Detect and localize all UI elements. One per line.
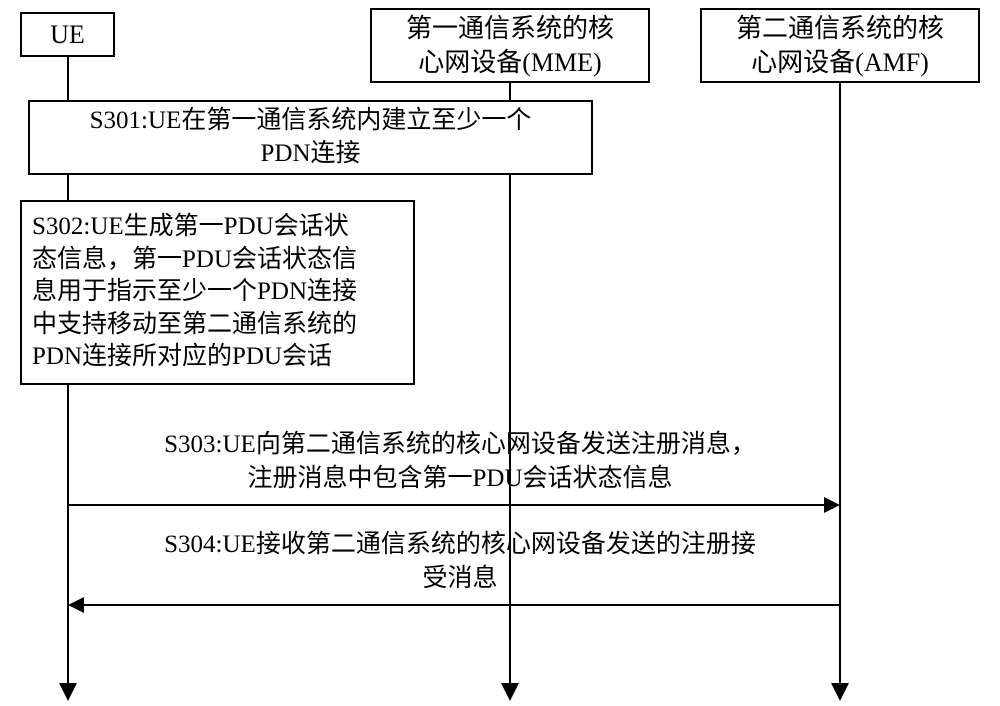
actor-ue-label: UE <box>50 18 85 52</box>
actor-amf: 第二通信系统的核 心网设备(AMF) <box>700 8 980 83</box>
actor-amf-line1: 第二通信系统的核 <box>736 14 944 43</box>
step-s302-line3: 息用于指示至少一个PDN连接 <box>32 278 357 305</box>
step-s302: S302:UE生成第一PDU会话状 态信息，第一PDU会话状态信 息用于指示至少… <box>20 200 415 385</box>
actor-mme: 第一通信系统的核 心网设备(MME) <box>370 8 650 83</box>
lifeline-amf <box>839 83 841 685</box>
step-s302-line1: S302:UE生成第一PDU会话状 <box>32 213 349 240</box>
step-s302-line5: PDN连接所对应的PDU会话 <box>32 343 332 370</box>
msg-s303-line1: S303:UE向第二通信系统的核心网设备发送注册消息， <box>164 431 756 458</box>
msg-s303-arrow <box>824 497 840 513</box>
sequence-diagram: UE 第一通信系统的核 心网设备(MME) 第二通信系统的核 心网设备(AMF)… <box>0 0 1000 706</box>
step-s301-line1: S301:UE在第一通信系统内建立至少一个 <box>90 107 532 134</box>
lifeline-mme-arrow <box>501 683 519 701</box>
actor-amf-line2: 心网设备(AMF) <box>751 48 929 77</box>
msg-s304-line2: 受消息 <box>422 565 497 592</box>
step-s302-line2: 态信息，第一PDU会话状态信 <box>32 246 357 273</box>
step-s302-line4: 中支持移动至第二通信系统的 <box>32 311 357 338</box>
msg-s303-text: S303:UE向第二通信系统的核心网设备发送注册消息， 注册消息中包含第一PDU… <box>100 428 820 496</box>
lifeline-ue-arrow <box>59 683 77 701</box>
msg-s304-line1: S304:UE接收第二通信系统的核心网设备发送的注册接 <box>164 531 756 558</box>
lifeline-amf-arrow <box>831 683 849 701</box>
actor-ue: UE <box>20 12 115 57</box>
msg-s304-line <box>84 604 840 606</box>
msg-s304-text: S304:UE接收第二通信系统的核心网设备发送的注册接 受消息 <box>100 528 820 596</box>
step-s301-line2: PDN连接 <box>260 140 360 167</box>
actor-mme-line2: 心网设备(MME) <box>418 48 601 77</box>
msg-s303-line2: 注册消息中包含第一PDU会话状态信息 <box>247 465 672 492</box>
step-s301: S301:UE在第一通信系统内建立至少一个 PDN连接 <box>28 100 593 175</box>
actor-mme-line1: 第一通信系统的核 <box>406 14 614 43</box>
msg-s303-line <box>68 504 824 506</box>
msg-s304-arrow <box>68 597 84 613</box>
